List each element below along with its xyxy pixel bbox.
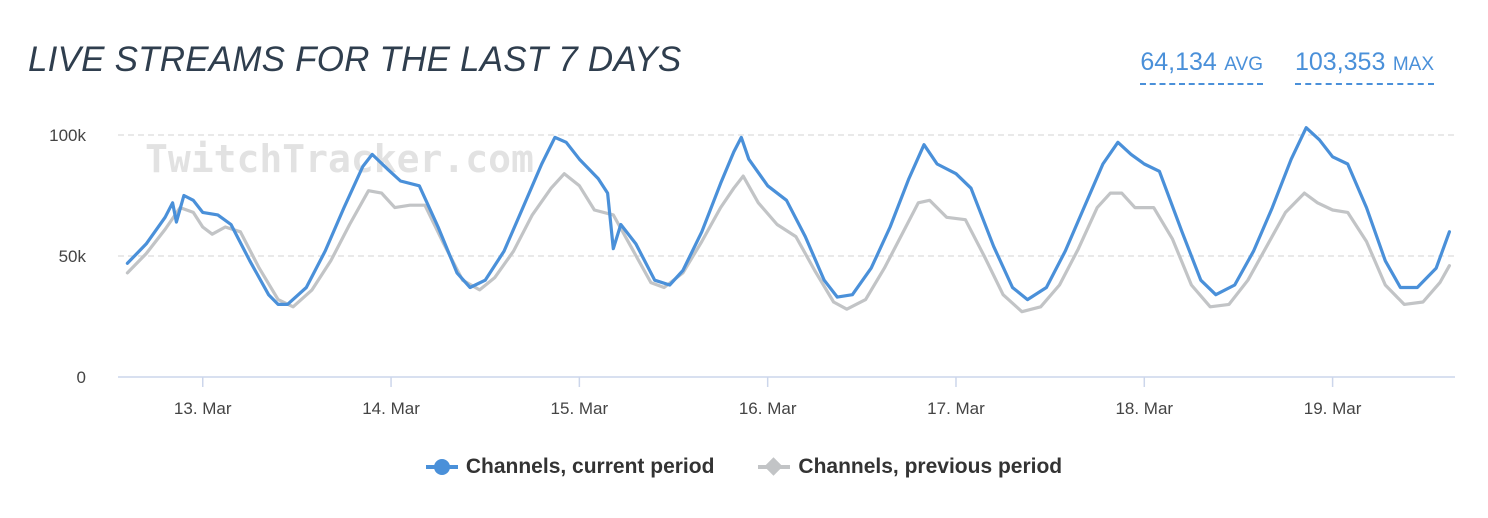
series-line-previous[interactable] bbox=[125, 172, 1451, 314]
y-tick-label: 100k bbox=[49, 126, 86, 145]
x-tick-label: 16. Mar bbox=[739, 399, 797, 418]
x-tick-label: 17. Mar bbox=[927, 399, 985, 418]
avg-unit: AVG bbox=[1224, 54, 1263, 75]
legend-item-current[interactable]: Channels, current period bbox=[425, 455, 715, 479]
y-tick-label: 50k bbox=[59, 247, 87, 266]
axes: 0 50k 100k 13. Mar 14. Mar 15. Mar 16. Mar 17. … bbox=[49, 126, 1455, 418]
watermark: TwitchTracker.com bbox=[145, 137, 534, 181]
chart-title: LIVE STREAMS FOR THE LAST 7 DAYS bbox=[28, 40, 682, 79]
x-tick-label: 15. Mar bbox=[551, 399, 609, 418]
series-layer bbox=[125, 126, 1451, 314]
legend-item-previous[interactable]: Channels, previous period bbox=[758, 455, 1062, 479]
max-unit: MAX bbox=[1392, 54, 1434, 75]
grid bbox=[118, 134, 1455, 257]
summary-stats: 64,134 AVG 103,353 MAX bbox=[1140, 48, 1434, 85]
x-tick-label: 18. Mar bbox=[1115, 399, 1173, 418]
y-tick-label: 0 bbox=[77, 368, 86, 387]
x-tick-label: 19. Mar bbox=[1304, 399, 1362, 418]
legend-label-current: Channels, current period bbox=[465, 455, 715, 478]
avg-value: 64,134 bbox=[1140, 48, 1217, 76]
legend-label-previous: Channels, previous period bbox=[798, 455, 1063, 478]
legend: Channels, current period Channels, previ… bbox=[0, 455, 1488, 479]
x-tick-label: 13. Mar bbox=[174, 399, 232, 418]
series-line-current[interactable] bbox=[125, 126, 1451, 306]
legend-marker-previous-icon bbox=[758, 457, 791, 476]
avg-stat[interactable]: 64,134 AVG bbox=[1140, 48, 1263, 85]
legend-marker-current-icon bbox=[425, 459, 458, 475]
x-tick-label: 14. Mar bbox=[362, 399, 420, 418]
line-chart: TwitchTracker.com 0 50k 100k 13. Mar 14. Mar… bbox=[49, 126, 1455, 418]
max-value: 103,353 bbox=[1294, 48, 1386, 76]
max-stat[interactable]: 103,353 MAX bbox=[1294, 48, 1434, 85]
